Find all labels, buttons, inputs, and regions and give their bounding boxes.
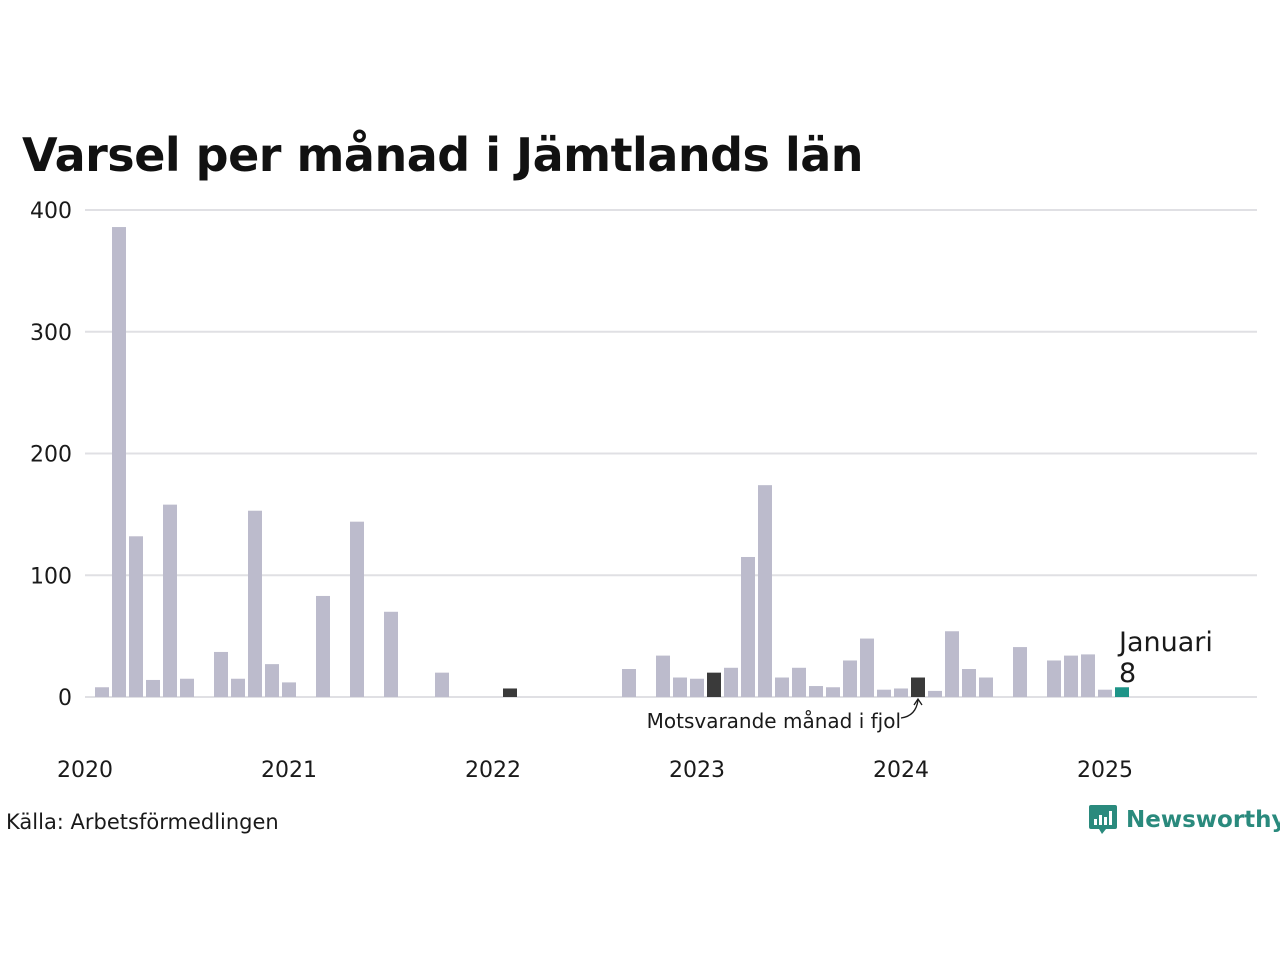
bar bbox=[316, 595, 330, 697]
bar bbox=[843, 660, 857, 697]
bar bbox=[809, 686, 823, 697]
x-tick-label: 2022 bbox=[465, 758, 521, 783]
bar bbox=[860, 638, 874, 697]
bar bbox=[690, 678, 704, 697]
bar bbox=[180, 678, 194, 697]
y-tick-label: 400 bbox=[30, 199, 72, 224]
y-tick-label: 0 bbox=[58, 686, 72, 711]
annotation-arrow bbox=[900, 699, 919, 719]
bar-comparison bbox=[911, 677, 925, 697]
bar bbox=[384, 611, 398, 697]
bar bbox=[928, 690, 942, 697]
bar bbox=[979, 677, 993, 697]
y-tick-label: 100 bbox=[30, 564, 72, 589]
bar bbox=[248, 510, 262, 697]
bar bbox=[350, 521, 364, 697]
bar bbox=[775, 677, 789, 697]
brand-name: Newsworthy bbox=[1126, 807, 1280, 833]
bar-comparison bbox=[503, 688, 517, 697]
bar-comparison bbox=[707, 672, 721, 697]
x-tick-label: 2025 bbox=[1077, 758, 1133, 783]
y-tick-label: 300 bbox=[30, 321, 72, 346]
bar bbox=[95, 687, 109, 697]
bar bbox=[945, 631, 959, 697]
bar bbox=[163, 504, 177, 697]
brand-logo: Newsworthy bbox=[1088, 803, 1280, 837]
x-tick-label: 2024 bbox=[873, 758, 929, 783]
bar bbox=[146, 679, 160, 697]
x-tick-label: 2021 bbox=[261, 758, 317, 783]
bar bbox=[231, 678, 245, 697]
newsworthy-logo-icon bbox=[1089, 805, 1117, 834]
x-tick-label: 2020 bbox=[57, 758, 113, 783]
bar bbox=[877, 689, 891, 697]
bar bbox=[894, 688, 908, 697]
bar bbox=[792, 667, 806, 697]
bar bbox=[112, 227, 126, 698]
bar bbox=[673, 677, 687, 697]
y-tick-label: 200 bbox=[30, 443, 72, 468]
bar bbox=[724, 667, 738, 697]
bar bbox=[435, 672, 449, 697]
highlight-month-label: Januari bbox=[1117, 627, 1213, 658]
bar bbox=[622, 668, 636, 697]
chart-title: Varsel per månad i Jämtlands län bbox=[22, 128, 864, 182]
highlight-value-label: 8 bbox=[1119, 658, 1136, 689]
annotation-label: Motsvarande månad i fjol bbox=[647, 709, 901, 733]
bar bbox=[282, 682, 296, 697]
bar bbox=[656, 655, 670, 697]
bar bbox=[129, 536, 143, 697]
bar bbox=[1064, 655, 1078, 697]
bar bbox=[1047, 660, 1061, 697]
bar bbox=[758, 485, 772, 697]
bar bbox=[214, 651, 228, 697]
bar bbox=[265, 664, 279, 697]
x-tick-label: 2023 bbox=[669, 758, 725, 783]
annotation-arrowhead bbox=[913, 697, 923, 706]
bar-highlight bbox=[1115, 687, 1129, 697]
bar bbox=[1081, 654, 1095, 697]
bar bbox=[741, 556, 755, 697]
bar bbox=[1098, 689, 1112, 697]
source-note: Källa: Arbetsförmedlingen bbox=[6, 810, 279, 834]
bar bbox=[962, 668, 976, 697]
bar bbox=[826, 687, 840, 697]
bar bbox=[1013, 647, 1027, 697]
